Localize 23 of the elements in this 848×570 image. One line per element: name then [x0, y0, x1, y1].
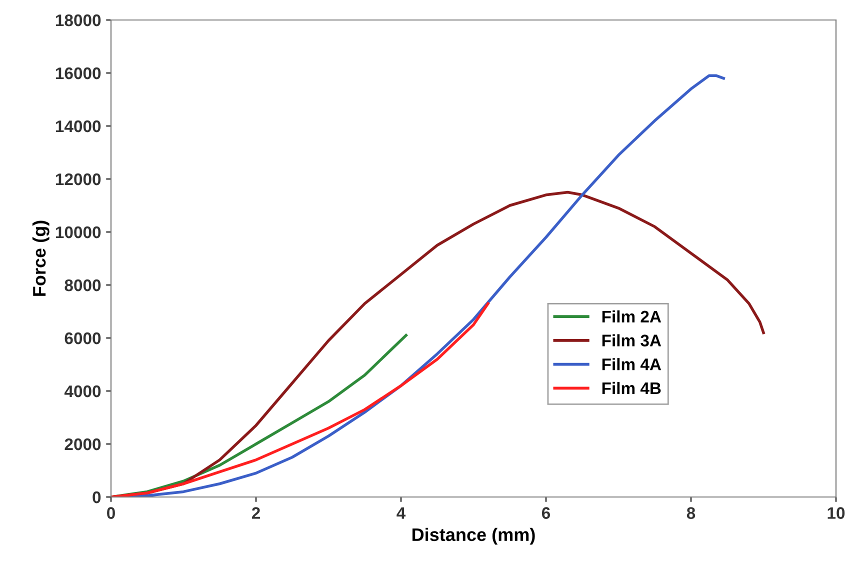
x-axis-title: Distance (mm) [412, 528, 535, 545]
x-tick-label: 2 [252, 507, 260, 519]
x-tick-label: 0 [107, 507, 115, 519]
y-tick-label: 16000 [56, 67, 101, 80]
x-tick-label: 4 [396, 507, 406, 519]
y-tick-label: 0 [92, 491, 101, 504]
y-tick-label: 18000 [56, 14, 101, 26]
legend-label: Film 4B [602, 382, 661, 394]
line-series [111, 302, 490, 497]
x-tick-label: 6 [542, 507, 550, 519]
legend-label: Film 2A [602, 310, 662, 322]
x-tick-label: 8 [686, 507, 696, 519]
y-tick-label: 12000 [56, 173, 101, 186]
x-tick-label: 10 [828, 507, 845, 519]
y-tick-label: 8000 [64, 279, 101, 292]
y-tick-label: 2000 [64, 438, 101, 450]
legend-label: Film 4A [602, 358, 662, 370]
y-tick-label: 14000 [56, 120, 101, 132]
y-axis-title: Force (g) [32, 220, 50, 296]
y-tick-label: 4000 [64, 385, 101, 398]
y-tick-label: 10000 [56, 226, 101, 238]
y-tick-label: 6000 [64, 332, 101, 344]
legend-label: Film 3A [602, 334, 662, 346]
